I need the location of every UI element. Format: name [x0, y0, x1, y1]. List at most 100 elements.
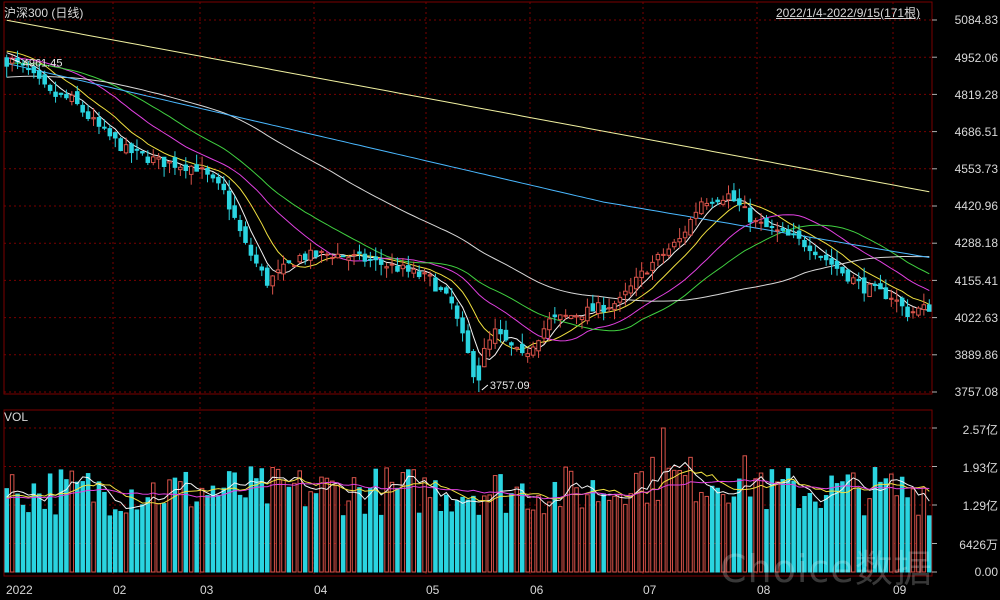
candle-body [107, 128, 113, 137]
volume-bar [910, 488, 916, 573]
volume-bar [851, 472, 856, 573]
candle-body [444, 287, 449, 294]
volume-bar [693, 501, 699, 573]
date-range[interactable]: 2022/1/4-2022/9/15(171根) [776, 6, 921, 20]
volume-bar [547, 501, 552, 573]
candle-body [579, 316, 585, 321]
candle-body [123, 144, 129, 154]
volume-bar [682, 475, 688, 573]
volume-bar [221, 487, 227, 573]
candle-body [112, 132, 118, 139]
low-annotation: 3757.09 [490, 380, 530, 392]
volume-bar [872, 467, 878, 573]
volume-bar [655, 499, 661, 573]
volume-bar [769, 469, 775, 573]
candle-body [194, 164, 199, 172]
ma30-line [6, 62, 930, 332]
volume-bar [758, 472, 764, 573]
volume-bar [96, 481, 102, 573]
candle-body [362, 253, 368, 262]
candle-body [102, 126, 107, 129]
volume-bar [742, 455, 748, 573]
volume-bar [709, 485, 715, 573]
volume-bar [905, 497, 910, 573]
volume-bar [737, 478, 742, 573]
volume-bar [525, 508, 530, 573]
candle-body [590, 303, 596, 312]
volume-moving-averages [6, 461, 930, 510]
candle-body [454, 305, 460, 319]
y-tick-label: 4288.18 [954, 236, 998, 250]
volume-bar [226, 471, 232, 573]
volume-bar [791, 480, 796, 573]
volume-bar [780, 479, 786, 573]
candle-body [460, 317, 465, 334]
watermark-logo: Choice数据 [720, 547, 933, 591]
volume-bar [747, 496, 753, 573]
candle-body [237, 219, 243, 232]
candle-body [671, 241, 677, 248]
candle-body [216, 176, 221, 184]
candle-body [851, 277, 856, 284]
candle-body [845, 269, 851, 282]
volume-bar [74, 481, 80, 573]
candle-body [633, 276, 639, 290]
candle-body [400, 264, 406, 270]
volume-bar [373, 468, 379, 573]
candle-body [666, 248, 672, 256]
y-tick-label: 3757.08 [954, 385, 998, 399]
candle-body [802, 239, 807, 248]
vol-ma20-line [6, 479, 930, 500]
volume-bar [666, 467, 672, 573]
volume-bar [389, 481, 395, 573]
candle-body [91, 117, 96, 120]
volume-bar [639, 471, 644, 573]
candle-body [520, 343, 525, 354]
x-tick-label: 07 [643, 583, 657, 597]
candle-body [557, 314, 563, 320]
candle-body [487, 339, 492, 350]
candle-body [878, 283, 883, 290]
volume-bar [720, 494, 726, 573]
chart-title: 沪深300 (日线) [4, 6, 84, 20]
candle-body [807, 245, 813, 252]
high-marker-arrow [10, 58, 21, 64]
candle-body [74, 91, 80, 105]
candle-body [264, 267, 270, 286]
volume-bar [823, 495, 829, 573]
candle-body [449, 296, 454, 304]
candle-body [693, 211, 699, 219]
volume-bar [324, 477, 330, 573]
volume-bar [536, 495, 541, 573]
volume-bar [183, 471, 189, 573]
candle-body [47, 84, 53, 91]
volume-bar [205, 495, 210, 573]
volume-bar [302, 506, 308, 573]
volume-bar [509, 493, 514, 573]
volume-bar [188, 506, 194, 573]
candle-body [747, 207, 753, 223]
candle-body [145, 156, 151, 163]
volume-bar [237, 494, 243, 573]
candle-body [742, 206, 748, 209]
candle-body [568, 315, 574, 319]
candle-body [715, 199, 720, 203]
volume-bar [129, 489, 134, 573]
candle-body [688, 218, 693, 236]
candle-body [134, 148, 140, 151]
candle-body [650, 261, 655, 271]
volume-bar [845, 474, 851, 573]
candle-body [709, 201, 715, 204]
volume-bar [384, 467, 389, 573]
candle-body [129, 143, 134, 154]
candle-body [585, 306, 590, 322]
volume-bar [340, 515, 346, 573]
candle-body [503, 329, 509, 341]
candle-body [368, 258, 373, 261]
candle-body [476, 365, 482, 381]
candle-body [498, 329, 503, 335]
candle-body [438, 287, 444, 291]
candle-body [313, 250, 319, 257]
candle-body [661, 253, 666, 256]
